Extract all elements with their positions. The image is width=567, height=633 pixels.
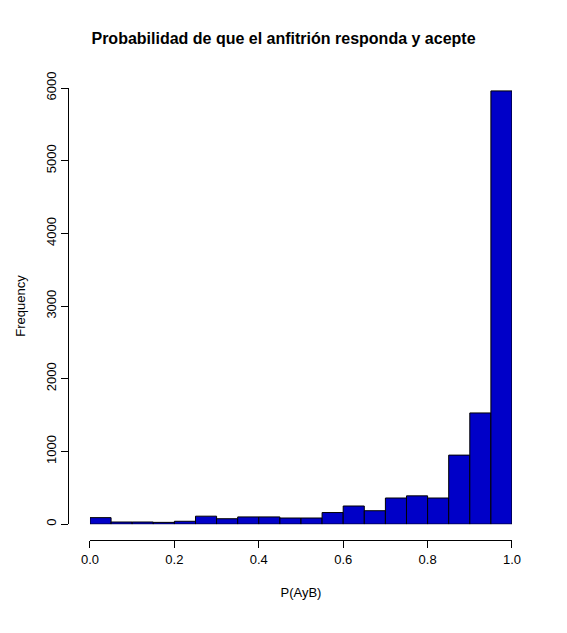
- svg-text:P(AyB): P(AyB): [281, 585, 322, 600]
- svg-text:0: 0: [44, 519, 59, 526]
- svg-text:0.0: 0.0: [81, 552, 99, 567]
- svg-text:4000: 4000: [44, 217, 59, 246]
- svg-text:1.0: 1.0: [503, 552, 521, 567]
- svg-text:0.2: 0.2: [165, 552, 183, 567]
- svg-text:6000: 6000: [44, 72, 59, 101]
- svg-text:1000: 1000: [44, 435, 59, 464]
- svg-text:3000: 3000: [44, 290, 59, 319]
- svg-text:2000: 2000: [44, 362, 59, 391]
- svg-text:0.6: 0.6: [334, 552, 352, 567]
- svg-text:5000: 5000: [44, 144, 59, 173]
- svg-text:Frequency: Frequency: [13, 275, 28, 337]
- svg-text:0.8: 0.8: [419, 552, 437, 567]
- svg-text:Probabilidad de que el anfitri: Probabilidad de que el anfitrión respond…: [91, 30, 475, 47]
- svg-text:0.4: 0.4: [250, 552, 268, 567]
